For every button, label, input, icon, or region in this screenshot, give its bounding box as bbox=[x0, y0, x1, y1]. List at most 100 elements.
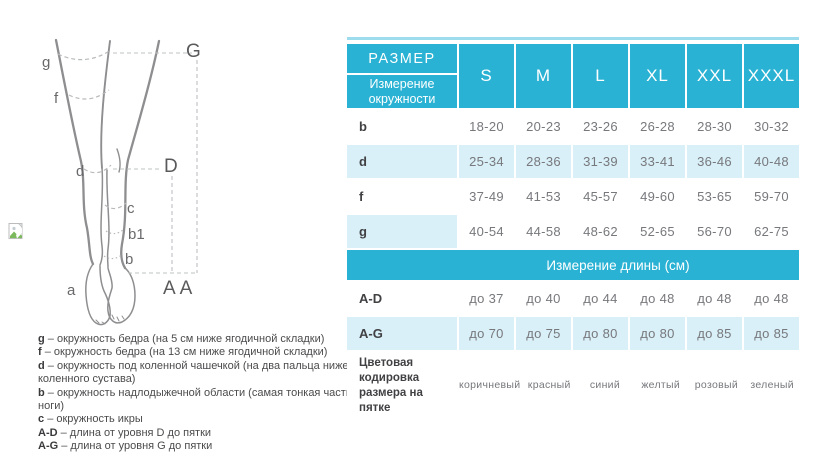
heel-color-value: коричневый bbox=[459, 352, 521, 418]
size-value: 36-46 bbox=[687, 145, 742, 178]
size-value: 40-48 bbox=[744, 145, 799, 178]
diagram-label-a: a bbox=[67, 282, 76, 299]
legend-item: A-G – длина от уровня G до пятки bbox=[38, 440, 356, 453]
size-value: 23-26 bbox=[573, 110, 628, 143]
size-value: 31-39 bbox=[573, 145, 628, 178]
legend-key: g bbox=[38, 333, 45, 345]
size-header-label: РАЗМЕР bbox=[347, 44, 457, 73]
legend-item: A-D – длина от уровня D до пятки bbox=[38, 427, 356, 440]
diagram-label-f: f bbox=[54, 90, 59, 107]
heel-color-value: синий bbox=[578, 352, 632, 418]
size-value: до 80 bbox=[630, 317, 685, 350]
leg-measurement-diagram: g f d c b1 b a G D AA bbox=[42, 38, 201, 326]
diagram-label-b: b bbox=[125, 251, 133, 268]
size-value: 52-65 bbox=[630, 215, 685, 248]
legend-desc: – окружность под коленной чашечкой (на д… bbox=[38, 359, 349, 386]
diagram-label-G: G bbox=[186, 41, 201, 62]
diagram-label-g: g bbox=[42, 54, 50, 71]
size-value: до 40 bbox=[516, 282, 571, 315]
table-corner-cell: РАЗМЕР Измерение окружности bbox=[347, 44, 457, 108]
size-value: 44-58 bbox=[516, 215, 571, 248]
size-value: 28-36 bbox=[516, 145, 571, 178]
heel-color-row: Цветовая кодировка размера на пятке кори… bbox=[347, 352, 799, 418]
legend-desc: – окружность бедра (на 5 см ниже ягодичн… bbox=[47, 333, 325, 345]
table-top-border bbox=[347, 37, 799, 40]
size-value: 49-60 bbox=[630, 180, 685, 213]
length-section-header: Измерение длины (см) bbox=[347, 250, 799, 280]
legend-key: b bbox=[38, 386, 45, 399]
size-column-header: L bbox=[573, 44, 628, 108]
legend-key: d bbox=[38, 359, 45, 372]
size-value: до 48 bbox=[744, 282, 799, 315]
diagram-label-D: D bbox=[164, 156, 178, 177]
row-label: A-D bbox=[347, 282, 457, 315]
guide-lines bbox=[113, 52, 198, 274]
legend-desc: – окружность надлодыжечной области (сама… bbox=[38, 386, 352, 413]
size-value: 26-28 bbox=[630, 110, 685, 143]
table-header: РАЗМЕР Измерение окружности S M L XL XXL XXXL bbox=[347, 44, 799, 108]
measure-header-label: Измерение окружности bbox=[347, 75, 457, 108]
size-column-header: XXL bbox=[687, 44, 742, 108]
size-value: 30-32 bbox=[744, 110, 799, 143]
broken-image-icon bbox=[8, 222, 24, 240]
size-value: до 48 bbox=[687, 282, 742, 315]
legend-key: A-D bbox=[38, 426, 58, 439]
legend-item: b – окружность надлодыжечной области (са… bbox=[38, 387, 356, 414]
size-value: 40-54 bbox=[459, 215, 514, 248]
size-column-header: M bbox=[516, 44, 571, 108]
size-value: до 75 bbox=[516, 317, 571, 350]
size-column-header: XL bbox=[630, 44, 685, 108]
diagram-label-AA: AA bbox=[163, 278, 196, 299]
legend-desc: – длина от уровня D до пятки bbox=[60, 426, 212, 439]
size-value: до 70 bbox=[459, 317, 514, 350]
table-row: f 37-49 41-53 45-57 49-60 53-65 59-70 bbox=[347, 180, 799, 213]
heel-color-value: зеленый bbox=[745, 352, 799, 418]
size-value: 62-75 bbox=[744, 215, 799, 248]
size-value: 18-20 bbox=[459, 110, 514, 143]
row-label: A-G bbox=[347, 317, 457, 350]
size-value: до 85 bbox=[744, 317, 799, 350]
size-value: 25-34 bbox=[459, 145, 514, 178]
legend-item: f – окружность бедра (на 13 см ниже ягод… bbox=[38, 346, 356, 359]
legend-key: A-G bbox=[38, 440, 59, 453]
legend-item: g – окружность бедра (на 5 см ниже ягоди… bbox=[38, 333, 356, 346]
size-value: до 85 bbox=[687, 317, 742, 350]
measurement-arcs bbox=[57, 49, 127, 260]
size-value: 28-30 bbox=[687, 110, 742, 143]
heel-color-label: Цветовая кодировка размера на пятке bbox=[347, 352, 457, 418]
table-row: g 40-54 44-58 48-62 52-65 56-70 62-75 bbox=[347, 215, 799, 248]
size-value: 45-57 bbox=[573, 180, 628, 213]
size-value: до 37 bbox=[459, 282, 514, 315]
table-row: d 25-34 28-36 31-39 33-41 36-46 40-48 bbox=[347, 145, 799, 178]
measurement-legend: g – окружность бедра (на 5 см ниже ягоди… bbox=[38, 333, 356, 454]
legend-desc: – окружность икры bbox=[47, 413, 143, 426]
heel-color-value: розовый bbox=[689, 352, 744, 418]
row-label: b bbox=[347, 110, 457, 143]
table-row: b 18-20 20-23 23-26 26-28 28-30 30-32 bbox=[347, 110, 799, 143]
leg-outline bbox=[54, 38, 161, 326]
row-label: g bbox=[347, 215, 457, 248]
size-value: 41-53 bbox=[516, 180, 571, 213]
size-value: 20-23 bbox=[516, 110, 571, 143]
legend-desc: – окружность бедра (на 13 см ниже ягодич… bbox=[44, 346, 328, 359]
row-label: f bbox=[347, 180, 457, 213]
row-label: d bbox=[347, 145, 457, 178]
heel-color-value: желтый bbox=[633, 352, 688, 418]
table-row: A-G до 70 до 75 до 80 до 80 до 85 до 85 bbox=[347, 317, 799, 350]
heel-color-value: красный bbox=[522, 352, 577, 418]
circumference-rows: b 18-20 20-23 23-26 26-28 28-30 30-32 d 25-34 28-… bbox=[347, 110, 799, 248]
size-table: РАЗМЕР Измерение окружности S M L XL XXL XXXL… bbox=[347, 37, 799, 418]
legend-desc: – длина от уровня G до пятки bbox=[61, 440, 213, 453]
legend-item: d – окружность под коленной чашечкой (на… bbox=[38, 360, 356, 387]
size-column-header: XXXL bbox=[744, 44, 799, 108]
diagram-label-d: d bbox=[76, 163, 84, 180]
size-value: до 48 bbox=[630, 282, 685, 315]
table-row: A-D до 37 до 40 до 44 до 48 до 48 до 48 bbox=[347, 282, 799, 315]
diagram-label-c: c bbox=[127, 200, 135, 217]
legend-key: f bbox=[38, 346, 42, 359]
legend-key: c bbox=[38, 413, 45, 426]
size-value: 56-70 bbox=[687, 215, 742, 248]
size-value: 53-65 bbox=[687, 180, 742, 213]
size-value: 48-62 bbox=[573, 215, 628, 248]
